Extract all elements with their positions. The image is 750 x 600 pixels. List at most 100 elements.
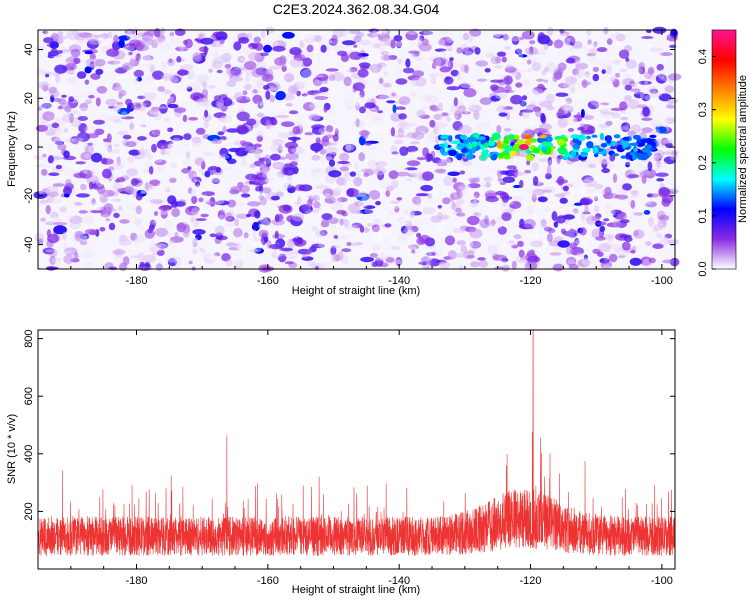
- spectrogram-cell: [259, 101, 269, 110]
- spectrogram-cell: [111, 161, 125, 170]
- spectrogram-cell: [657, 220, 667, 228]
- spectrogram-cell: [484, 68, 491, 73]
- spectrogram-cell: [81, 215, 95, 225]
- spectrogram-cell: [519, 256, 526, 261]
- spectrogram-cell: [501, 56, 507, 63]
- spectrogram-cell: [39, 203, 45, 212]
- spectrogram-cell: [503, 109, 516, 113]
- spectrogram-cell: [225, 223, 236, 227]
- spectrogram-cell: [626, 99, 640, 109]
- spectrogram-cell: [249, 163, 256, 169]
- spectrogram-cell: [434, 168, 446, 174]
- spectrogram-cell: [180, 160, 191, 165]
- spectrogram-cell: [378, 77, 384, 85]
- spectrogram-cell: [318, 242, 332, 249]
- spectrogram-cell: [60, 83, 74, 91]
- spectrogram-cell: [37, 238, 44, 245]
- spectrogram-cell: [326, 115, 340, 119]
- spectrogram-cell: [647, 43, 652, 47]
- spectrogram-cell: [213, 112, 227, 119]
- spectrogram-cell: [117, 188, 125, 193]
- spectrogram-cell: [153, 211, 159, 216]
- spectrogram-cell: [319, 148, 327, 155]
- spectrogram-cell: [655, 172, 669, 177]
- spectrogram-cell: [140, 190, 146, 194]
- spectrogram-cell: [274, 214, 280, 223]
- spectrogram-cell: [192, 248, 198, 255]
- spectrogram-cell: [373, 233, 383, 242]
- spectrogram-cell: [539, 100, 553, 108]
- spectrogram-cell: [114, 257, 124, 265]
- spectrogram-cell: [417, 177, 424, 185]
- spectrogram-cell: [439, 36, 453, 46]
- spectrogram-cell: [38, 190, 50, 194]
- spectrogram-cell: [464, 39, 470, 48]
- spectrogram-cell: [169, 177, 177, 183]
- spectrogram-cell: [343, 76, 352, 87]
- spectrogram-cell: [220, 209, 226, 213]
- spectrogram-frame: [37, 29, 676, 270]
- spectrogram-cell: [136, 145, 144, 153]
- spectrogram-cell: [527, 206, 534, 216]
- spectrogram-cell: [609, 237, 616, 245]
- spectrogram-cell: [496, 169, 503, 178]
- spectrogram-cell: [90, 202, 105, 211]
- spectrogram-cell: [331, 195, 338, 202]
- spectrogram-cell: [507, 240, 515, 245]
- spectrogram-cell: [293, 53, 306, 62]
- spectrogram-cell: [580, 212, 586, 222]
- spectrogram-cell: [226, 242, 237, 247]
- spectrogram-cell: [200, 37, 214, 45]
- spectrogram-cell: [155, 227, 168, 237]
- spectrogram-cell: [375, 201, 381, 206]
- spectrogram-cell: [511, 71, 520, 75]
- spectrogram-cell: [562, 190, 571, 196]
- spectrogram-cell: [521, 79, 530, 86]
- spectrogram-cell: [314, 265, 320, 271]
- spectrogram-cell: [144, 228, 155, 239]
- spectrogram-cell: [144, 183, 155, 191]
- spectrogram-cell: [139, 152, 151, 159]
- spectrogram-cell: [250, 240, 263, 248]
- spectrogram-cell: [451, 201, 456, 211]
- spectrogram-cell: [603, 241, 613, 249]
- spectrogram-cell: [96, 206, 102, 211]
- spectrogram-cell: [390, 39, 396, 49]
- spectrogram-cell: [587, 39, 592, 46]
- spectrogram-cell: [218, 154, 230, 160]
- spectrogram-cell: [652, 224, 663, 231]
- spectrogram-cell: [601, 69, 606, 74]
- spectrogram-cell: [105, 218, 111, 222]
- spectrogram-cell: [662, 259, 674, 264]
- spectrogram-cell: [606, 64, 612, 75]
- spectrogram-cell: [296, 196, 302, 205]
- spectrogram-signal-cell: [592, 146, 599, 154]
- spectrogram-cell: [85, 57, 100, 68]
- spectrogram-cell: [377, 170, 385, 181]
- spectrogram-cell: [174, 231, 179, 239]
- spectrogram-cell: [359, 191, 368, 197]
- spectrogram-cell: [589, 193, 595, 201]
- spectrogram-cell: [490, 79, 504, 83]
- spectrogram-cell: [543, 189, 553, 193]
- spectrogram-cell: [33, 46, 47, 52]
- spectrogram-cell: [625, 161, 630, 168]
- spectrogram-cell: [390, 127, 396, 137]
- spectrogram-cell: [402, 67, 415, 74]
- spectrogram-cell: [42, 30, 49, 34]
- spectrogram-signal-cell: [462, 147, 468, 153]
- spectrogram-cell: [256, 130, 264, 138]
- spectrogram-cell: [489, 224, 503, 230]
- spectrogram-cell: [668, 189, 675, 195]
- spectrogram-cell: [248, 180, 255, 185]
- spectrogram-cell: [76, 132, 90, 142]
- spectrogram-cell: [192, 238, 198, 248]
- spectrogram-cell: [236, 96, 251, 104]
- spectrogram-cell: [42, 111, 55, 122]
- spectrogram-cell: [171, 36, 183, 43]
- spectrogram-cell: [602, 111, 610, 116]
- spectrogram-cell: [195, 127, 206, 135]
- spectrogram-cell: [460, 212, 470, 216]
- spectrogram-cell: [594, 183, 604, 190]
- spectrogram-cell: [116, 156, 121, 167]
